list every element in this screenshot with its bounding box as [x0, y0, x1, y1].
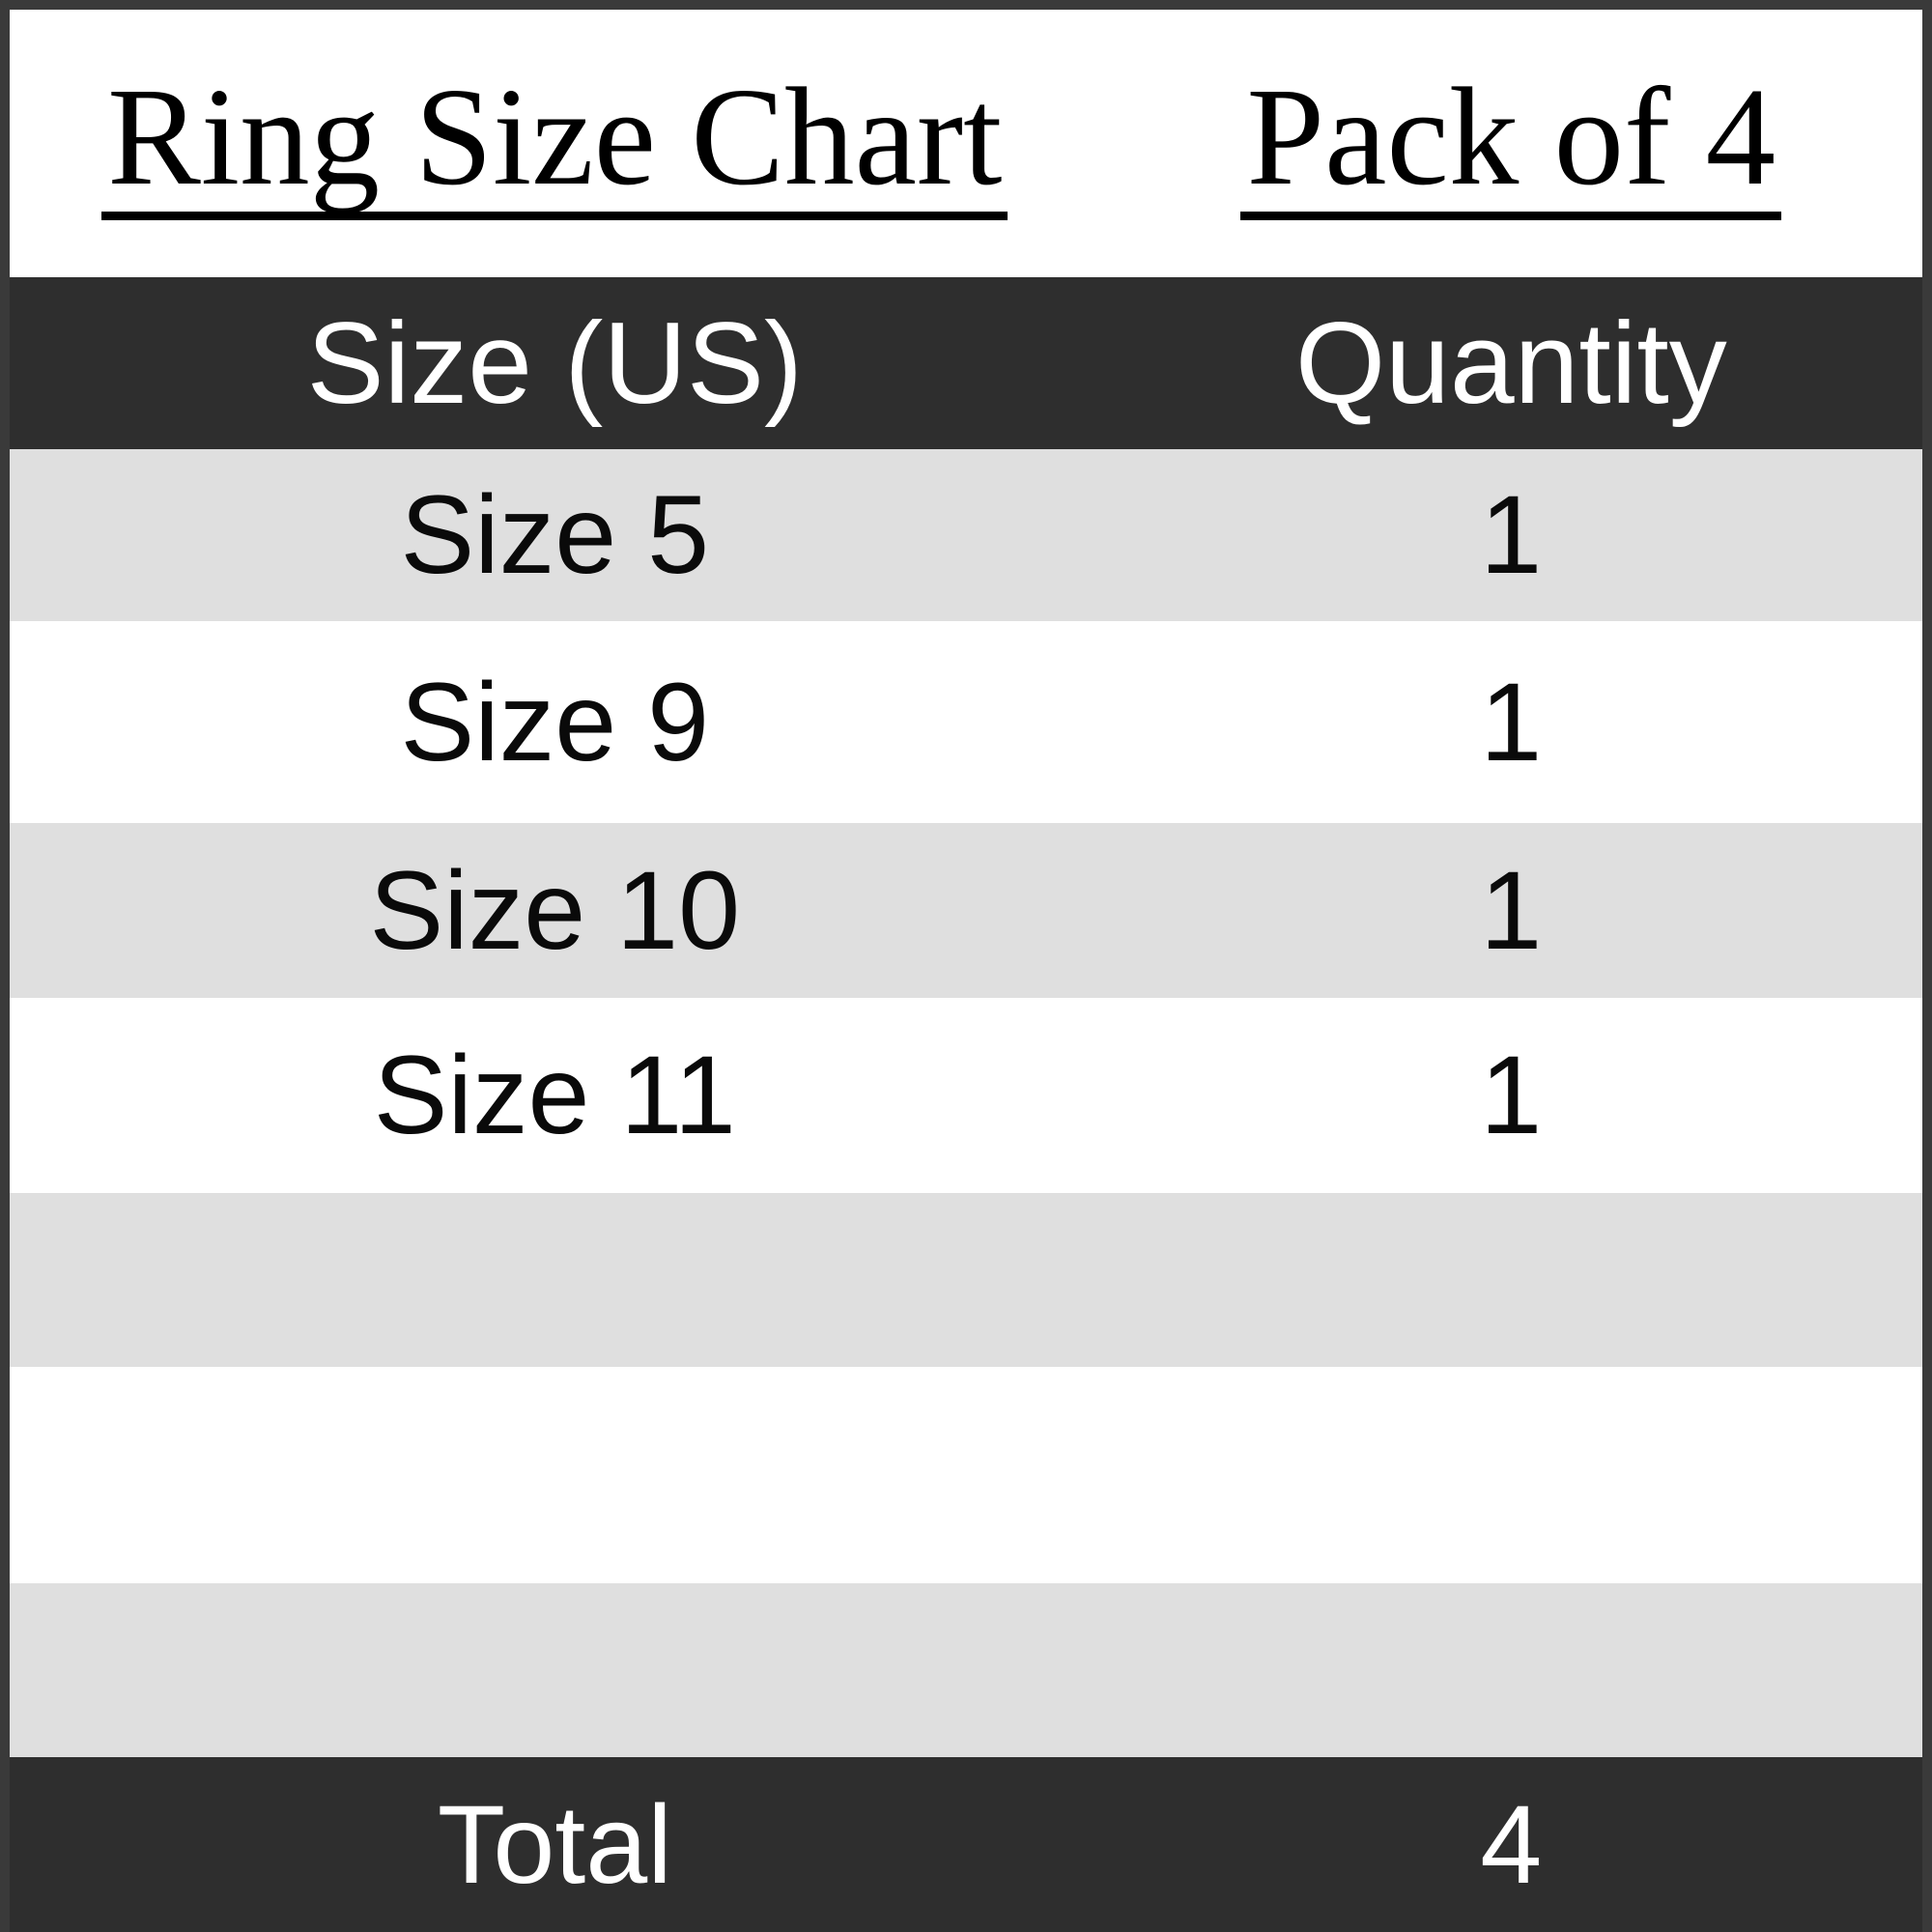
size-cell — [10, 1583, 1100, 1757]
quantity-cell — [1100, 1193, 1922, 1367]
total-row: Total 4 — [10, 1757, 1922, 1932]
size-cell: Size 10 — [369, 848, 741, 973]
table-row — [10, 1583, 1922, 1757]
table-header-row: Size (US) Quantity — [10, 277, 1922, 449]
quantity-cell: 1 — [1480, 473, 1543, 597]
size-cell — [10, 1193, 1100, 1367]
table-row: Size 9 1 — [10, 621, 1922, 823]
quantity-cell: 1 — [1480, 848, 1543, 973]
chart-title-container: Ring Size Chart — [10, 67, 1100, 220]
pack-count-container: Pack of 4 — [1100, 67, 1922, 220]
total-label: Total — [437, 1782, 672, 1907]
chart-title: Ring Size Chart — [101, 67, 1009, 220]
table-row: Size 11 1 — [10, 998, 1922, 1193]
title-bar: Ring Size Chart Pack of 4 — [10, 10, 1922, 277]
size-cell — [10, 1367, 1100, 1583]
quantity-cell: 1 — [1480, 660, 1543, 784]
table-row — [10, 1367, 1922, 1583]
quantity-cell — [1100, 1367, 1922, 1583]
table-row: Size 5 1 — [10, 449, 1922, 621]
column-header-size: Size (US) — [306, 298, 803, 428]
size-cell: Size 9 — [400, 660, 710, 784]
size-cell: Size 5 — [400, 473, 710, 597]
quantity-cell — [1100, 1583, 1922, 1757]
table-row — [10, 1193, 1922, 1367]
total-value: 4 — [1480, 1782, 1543, 1907]
column-header-quantity: Quantity — [1294, 298, 1727, 428]
size-cell: Size 11 — [373, 1034, 736, 1157]
pack-count-title: Pack of 4 — [1240, 67, 1782, 220]
quantity-cell: 1 — [1480, 1034, 1543, 1157]
table-row: Size 10 1 — [10, 823, 1922, 998]
